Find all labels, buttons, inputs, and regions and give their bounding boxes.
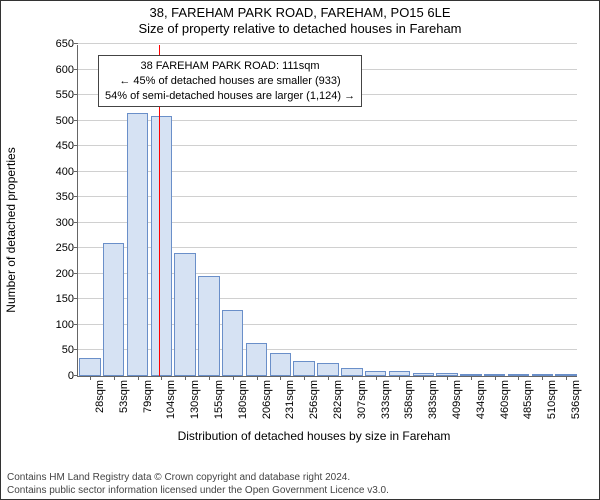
x-tick-label: 256sqm	[308, 380, 320, 419]
x-tick-label: 536sqm	[570, 380, 582, 419]
x-tick	[233, 376, 234, 380]
y-tick-label: 50	[62, 344, 74, 356]
info-box: 38 FAREHAM PARK ROAD: 111sqm← 45% of det…	[98, 55, 362, 108]
x-tick	[566, 376, 567, 380]
y-tick-label: 250	[56, 242, 74, 254]
bar	[317, 363, 338, 376]
x-tick-label: 510sqm	[546, 380, 558, 419]
bar	[151, 116, 172, 376]
footer-line-2: Contains public sector information licen…	[7, 485, 389, 498]
chart-area: Number of detached properties 0501001502…	[47, 43, 581, 417]
y-tick	[74, 273, 78, 274]
x-tick	[209, 376, 210, 380]
x-tick	[161, 376, 162, 380]
info-box-line-1: 38 FAREHAM PARK ROAD: 111sqm	[105, 59, 355, 74]
x-tick	[495, 376, 496, 380]
x-tick	[90, 376, 91, 380]
y-tick	[74, 375, 78, 376]
x-tick	[423, 376, 424, 380]
x-tick-label: 383sqm	[427, 380, 439, 419]
y-tick	[74, 145, 78, 146]
x-tick	[328, 376, 329, 380]
y-axis-label: Number of detached properties	[4, 147, 18, 312]
x-tick	[138, 376, 139, 380]
x-tick-label: 155sqm	[213, 380, 225, 419]
x-tick-label: 206sqm	[261, 380, 273, 419]
plot-area: 0501001502002503003504004505005506006502…	[77, 45, 577, 377]
x-tick-label: 434sqm	[475, 380, 487, 419]
chart-container: 38, FAREHAM PARK ROAD, FAREHAM, PO15 6LE…	[0, 0, 600, 500]
x-tick	[542, 376, 543, 380]
x-tick	[399, 376, 400, 380]
y-tick	[74, 43, 78, 44]
bar	[222, 310, 243, 376]
y-tick-label: 0	[68, 370, 74, 382]
y-tick	[74, 298, 78, 299]
x-tick-label: 460sqm	[499, 380, 511, 419]
x-tick-label: 180sqm	[237, 380, 249, 419]
bar	[103, 243, 124, 376]
x-tick-label: 485sqm	[522, 380, 534, 419]
y-tick-label: 200	[56, 268, 74, 280]
info-box-line-2: ← 45% of detached houses are smaller (93…	[105, 74, 355, 89]
x-tick	[376, 376, 377, 380]
x-tick-label: 53sqm	[118, 380, 130, 413]
y-tick	[74, 120, 78, 121]
x-tick-label: 130sqm	[189, 380, 201, 419]
y-tick-label: 150	[56, 293, 74, 305]
y-tick-label: 300	[56, 217, 74, 229]
y-tick-label: 350	[56, 191, 74, 203]
grid-line	[78, 43, 577, 44]
title-line-2: Size of property relative to detached ho…	[1, 21, 599, 36]
y-tick	[74, 171, 78, 172]
y-tick	[74, 324, 78, 325]
x-tick-label: 333sqm	[380, 380, 392, 419]
y-tick	[74, 349, 78, 350]
x-tick-label: 358sqm	[403, 380, 415, 419]
bar	[246, 343, 267, 376]
x-axis-label: Distribution of detached houses by size …	[47, 429, 581, 443]
x-tick-label: 104sqm	[165, 380, 177, 419]
y-tick-label: 600	[56, 64, 74, 76]
title-line-1: 38, FAREHAM PARK ROAD, FAREHAM, PO15 6LE	[1, 5, 599, 20]
y-tick-label: 650	[56, 38, 74, 50]
x-tick-label: 79sqm	[142, 380, 154, 413]
bar	[198, 276, 219, 376]
x-tick	[352, 376, 353, 380]
y-tick-label: 100	[56, 319, 74, 331]
x-tick	[257, 376, 258, 380]
x-tick-label: 28sqm	[94, 380, 106, 413]
x-tick	[114, 376, 115, 380]
bar	[79, 358, 100, 376]
bar	[174, 253, 195, 376]
bar	[341, 368, 362, 376]
x-tick-label: 409sqm	[451, 380, 463, 419]
y-tick-label: 550	[56, 89, 74, 101]
x-tick	[471, 376, 472, 380]
bar	[293, 361, 314, 376]
y-tick	[74, 196, 78, 197]
footer-attribution: Contains HM Land Registry data © Crown c…	[7, 472, 389, 497]
x-tick-label: 282sqm	[332, 380, 344, 419]
x-tick	[280, 376, 281, 380]
x-tick	[185, 376, 186, 380]
y-tick	[74, 69, 78, 70]
x-tick	[518, 376, 519, 380]
y-tick-label: 450	[56, 140, 74, 152]
x-tick-label: 231sqm	[284, 380, 296, 419]
bar	[270, 353, 291, 376]
x-tick	[447, 376, 448, 380]
y-tick	[74, 222, 78, 223]
y-tick-label: 400	[56, 166, 74, 178]
y-tick	[74, 247, 78, 248]
y-tick	[74, 94, 78, 95]
info-box-line-3: 54% of semi-detached houses are larger (…	[105, 89, 355, 104]
bar	[127, 113, 148, 376]
x-tick-label: 307sqm	[356, 380, 368, 419]
x-tick	[304, 376, 305, 380]
y-tick-label: 500	[56, 115, 74, 127]
footer-line-1: Contains HM Land Registry data © Crown c…	[7, 472, 389, 485]
